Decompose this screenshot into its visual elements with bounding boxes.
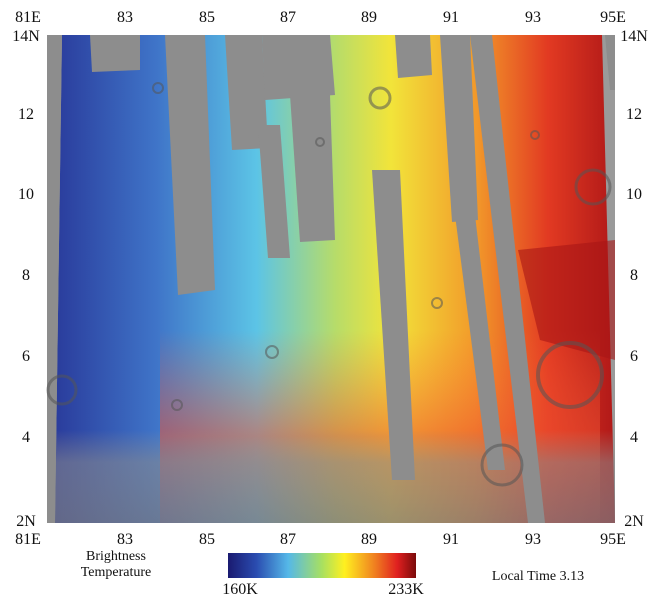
right-axis-label: 2N: [624, 513, 644, 530]
bottom-axis-label: 85: [199, 531, 215, 548]
right-axis-label: 8: [630, 267, 638, 284]
craters: [46, 82, 612, 487]
legend-title-line: Brightness Temperature: [71, 549, 161, 581]
right-axis-label: 6: [630, 348, 638, 365]
right-axis-label: 4: [630, 429, 638, 446]
bottom-axis-label: 93: [525, 531, 541, 548]
top-axis-label: 85: [199, 9, 215, 26]
top-axis-label: 83: [117, 9, 133, 26]
top-axis-label: 89: [361, 9, 377, 26]
legend-title: Brightness Temperature: [80, 549, 152, 580]
top-axis-label: 87: [280, 9, 296, 26]
colorbar: [228, 553, 416, 578]
left-axis-label: 12: [18, 106, 34, 123]
left-axis-label: 14N: [12, 28, 40, 45]
bottom-axis-label: 83: [117, 531, 133, 548]
local-time-note: Local Time 3.13: [491, 569, 585, 584]
bottom-axis-label: 91: [443, 531, 459, 548]
left-axis-label: 8: [22, 267, 30, 284]
bottom-axis-label: 89: [361, 531, 377, 548]
right-axis-label: 12: [626, 106, 642, 123]
right-axis-label: 14N: [620, 28, 648, 45]
left-axis-label: 10: [18, 186, 34, 203]
bottom-axis-label: 95E: [600, 531, 626, 548]
colorbar-min: 160K: [222, 581, 258, 598]
top-axis-label: 91: [443, 9, 459, 26]
top-axis-label: 81E: [15, 9, 41, 26]
left-axis-label: 4: [22, 429, 30, 446]
left-axis-label: 2N: [16, 513, 36, 530]
right-axis-label: 10: [626, 186, 642, 203]
left-axis-label: 6: [22, 348, 30, 365]
colorbar-max: 233K: [388, 581, 424, 598]
top-axis-label: 93: [525, 9, 541, 26]
data-gaps: [47, 35, 615, 523]
bottom-axis-label: 87: [280, 531, 296, 548]
bottom-axis-label: 81E: [15, 531, 41, 548]
hot-zone: [518, 240, 615, 360]
top-axis-label: 95E: [600, 9, 626, 26]
